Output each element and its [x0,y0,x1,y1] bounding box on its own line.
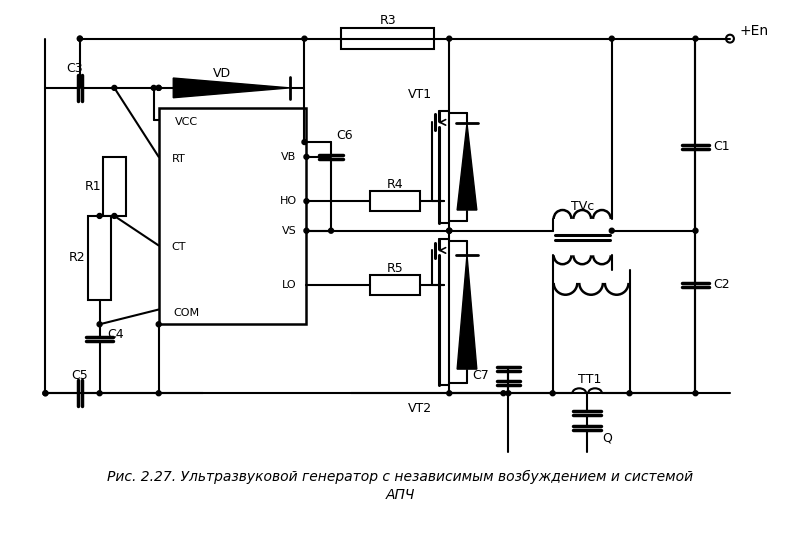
Text: VT2: VT2 [408,401,432,415]
Text: C4: C4 [107,327,124,341]
Text: R4: R4 [386,178,403,191]
Text: R5: R5 [386,261,403,275]
Circle shape [97,322,102,327]
Circle shape [112,85,117,90]
Text: VCC: VCC [174,117,198,127]
Text: C3: C3 [66,62,83,75]
Bar [102,157,126,216]
Bar [370,191,420,211]
Circle shape [446,228,452,233]
Circle shape [693,228,698,233]
Circle shape [302,140,307,144]
Text: C6: C6 [336,129,353,142]
Polygon shape [457,255,477,369]
Text: АПЧ: АПЧ [386,488,414,502]
Circle shape [304,199,309,204]
Text: R2: R2 [69,251,86,264]
Text: COM: COM [173,309,199,319]
Text: Рис. 2.27. Ультразвуковой генератор с независимым возбуждением и системой: Рис. 2.27. Ультразвуковой генератор с не… [107,470,693,484]
Circle shape [693,391,698,396]
Text: R3: R3 [379,14,396,27]
Circle shape [329,228,334,233]
Circle shape [550,391,555,396]
Text: ТТ1: ТТ1 [578,373,602,386]
Circle shape [156,322,161,327]
Circle shape [627,391,632,396]
Circle shape [156,391,161,396]
Text: +En: +En [740,24,769,38]
Text: C7: C7 [472,369,489,382]
Circle shape [302,36,307,41]
Bar [341,28,434,49]
Circle shape [156,85,161,90]
Circle shape [78,36,82,41]
Bar [88,216,111,300]
Circle shape [610,228,614,233]
Text: VD: VD [213,67,230,79]
Text: C2: C2 [714,279,730,291]
Text: VT1: VT1 [408,88,432,101]
Circle shape [304,228,309,233]
Text: R1: R1 [84,180,101,193]
Text: C1: C1 [714,140,730,154]
Text: CT: CT [171,243,186,253]
Circle shape [501,391,506,396]
Text: C5: C5 [71,369,88,382]
Text: HO: HO [279,196,297,206]
Circle shape [506,391,511,396]
Circle shape [446,391,452,396]
Circle shape [78,36,82,41]
Bar [158,108,306,324]
Circle shape [97,214,102,219]
Circle shape [446,228,452,233]
Circle shape [304,154,309,159]
Circle shape [112,214,117,219]
Text: TVc: TVc [570,200,594,213]
Circle shape [156,85,161,90]
Circle shape [43,391,48,396]
Circle shape [446,228,452,233]
Circle shape [97,391,102,396]
Text: LO: LO [282,280,297,290]
Circle shape [610,36,614,41]
Text: Q: Q [602,431,612,444]
Text: VS: VS [282,226,297,236]
Circle shape [43,391,48,396]
Polygon shape [174,78,290,98]
Circle shape [151,85,156,90]
Circle shape [446,36,452,41]
Bar [370,275,420,295]
Polygon shape [457,123,477,210]
Circle shape [693,36,698,41]
Text: RT: RT [171,154,186,164]
Text: VB: VB [282,152,297,162]
